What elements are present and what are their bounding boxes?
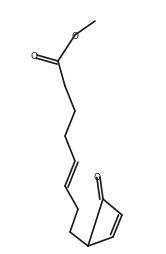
Text: O: O <box>72 31 79 40</box>
Text: O: O <box>93 173 100 182</box>
Text: O: O <box>31 51 38 60</box>
